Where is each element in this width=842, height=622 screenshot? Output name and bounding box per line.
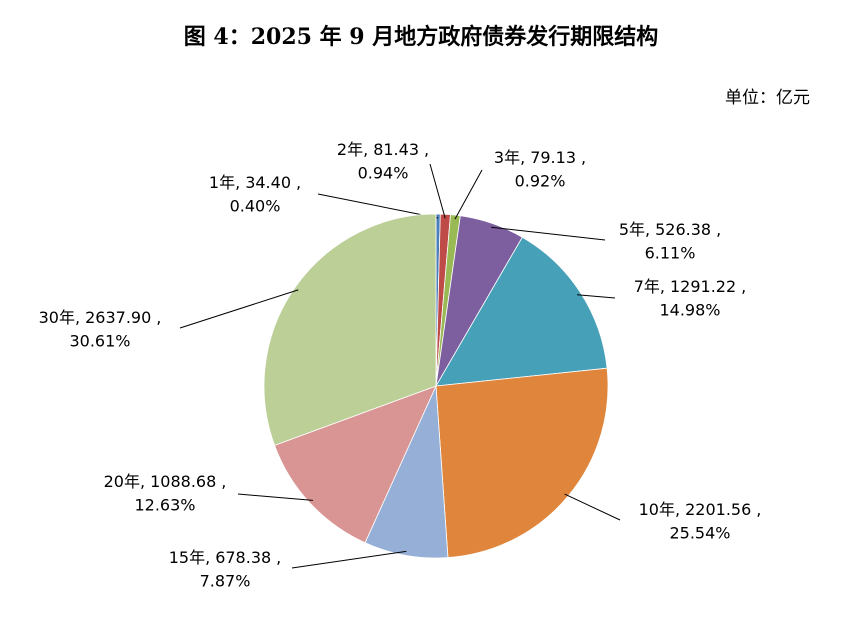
percent-label: 14.98% [659,301,720,320]
category-label: 15年 [169,548,205,567]
separator: , [235,173,240,192]
leader-line [491,226,606,241]
pie-slice [435,236,608,387]
leader-line [237,493,314,501]
category-label: 3年 [494,148,520,167]
separator: , [675,500,680,519]
value-label: 678.38 [215,548,271,567]
separator: , [660,277,665,296]
value-label: 79.13 [530,148,576,167]
value-label: 2201.56 [685,500,751,519]
category-label: 5年 [619,220,645,239]
chart-title: 图 4：2025 年 9 月地方政府债券发行期限结构 [184,24,658,50]
leader-line [454,169,483,220]
data-label: 10年, 2201.56, [639,500,762,519]
data-label: 30年, 2637.90, [39,308,162,327]
separator: , [156,308,161,327]
data-label: 7年, 1291.22, [634,277,747,296]
separator: , [741,277,746,296]
data-label: 2年, 81.43, [337,140,429,159]
data-label: 15年, 678.38, [169,548,282,567]
percent-label: 7.87% [200,572,251,591]
category-label: 10年 [639,500,675,519]
separator: , [75,308,80,327]
separator: , [140,472,145,491]
data-label: 3年, 79.13, [494,148,586,167]
pie-slice [263,213,437,446]
separator: , [363,140,368,159]
percent-label: 12.63% [134,496,195,515]
category-label: 20年 [104,472,140,491]
percent-label: 0.92% [515,172,566,191]
leader-line [179,289,299,329]
percent-label: 6.11% [645,244,696,263]
percent-label: 0.40% [230,197,281,216]
percent-label: 30.61% [69,332,130,351]
leader-line [577,294,616,299]
separator: , [520,148,525,167]
data-label: 5年, 526.38, [619,220,721,239]
separator: , [276,548,281,567]
value-label: 2637.90 [85,308,151,327]
leader-line [429,163,446,219]
value-label: 1291.22 [670,277,736,296]
leader-line [291,550,407,569]
separator: , [424,140,429,159]
separator: , [756,500,761,519]
leader-line [317,193,439,219]
category-label: 1年 [209,173,235,192]
separator: , [221,472,226,491]
separator: , [296,173,301,192]
percent-label: 0.94% [358,164,409,183]
separator: , [716,220,721,239]
leader-line [564,493,621,521]
percent-label: 25.54% [669,524,730,543]
value-label: 1088.68 [150,472,216,491]
separator: , [205,548,210,567]
pie-slice [435,367,609,559]
data-label: 1年, 34.40, [209,173,301,192]
category-label: 30年 [39,308,75,327]
value-label: 526.38 [655,220,711,239]
data-label: 20年, 1088.68, [104,472,227,491]
value-label: 81.43 [373,140,419,159]
pie-slice [274,385,437,544]
separator: , [645,220,650,239]
value-label: 34.40 [245,173,291,192]
separator: , [581,148,586,167]
category-label: 7年 [634,277,660,296]
category-label: 2年 [337,140,363,159]
unit-label: 单位：亿元 [725,88,810,108]
